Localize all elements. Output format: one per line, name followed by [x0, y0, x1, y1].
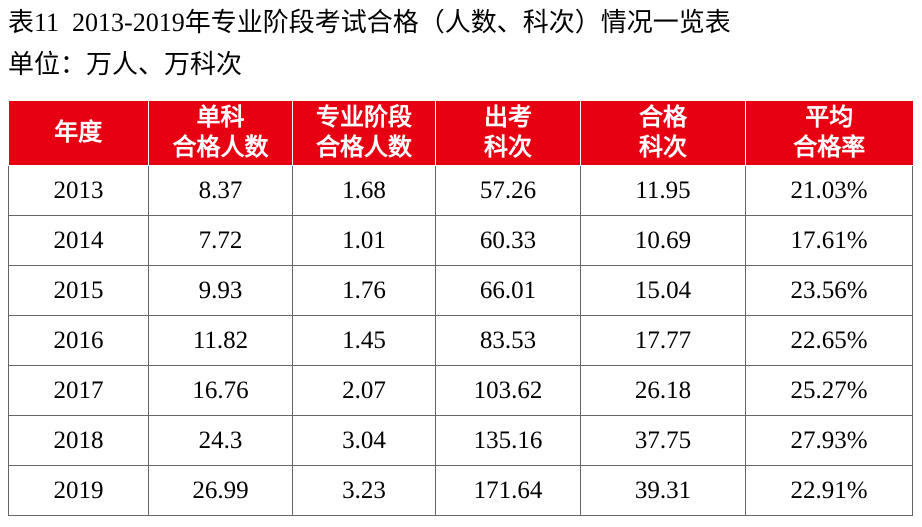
header-line: 专业阶段 [316, 105, 412, 131]
table-cell: 11.95 [580, 165, 746, 216]
table-cell: 24.3 [148, 415, 293, 466]
table-cell: 103.62 [435, 365, 581, 416]
table-cell: 66.01 [435, 265, 581, 316]
column-header: 专业阶段 合格人数 [292, 101, 436, 166]
table-row: 2014 7.72 1.01 60.33 10.69 17.61% [8, 215, 913, 266]
table-cell: 11.82 [148, 315, 293, 366]
header-line: 合格率 [793, 135, 866, 161]
table-cell: 2019 [8, 465, 149, 516]
table-cell: 26.99 [148, 465, 293, 516]
table-cell: 3.04 [292, 415, 436, 466]
unit: 单位：万人、万科次 [8, 50, 243, 79]
table-cell: 2014 [8, 215, 149, 266]
table-cell: 2017 [8, 365, 149, 416]
table-cell: 1.01 [292, 215, 436, 266]
table-body: 2013 8.37 1.68 57.26 11.95 21.03% 2014 7.72 1.01… [8, 165, 913, 516]
column-header: 单科 合格人数 [148, 101, 293, 166]
column-header: 平均 合格率 [745, 101, 913, 166]
table-cell: 22.91% [745, 465, 913, 516]
table-cell: 21.03% [745, 165, 913, 216]
table-cell: 2016 [8, 315, 149, 366]
table: 年度 单科 合格人数 专业阶段 合格人数 出考 科次 合格 科次 平均 合格率 2013 8.37 1.… [8, 101, 913, 516]
header-line: 合格 [639, 105, 687, 131]
table-cell: 83.53 [435, 315, 581, 366]
table-cell: 15.04 [580, 265, 746, 316]
table-cell: 1.68 [292, 165, 436, 216]
column-header: 年度 [8, 101, 149, 166]
table-cell: 57.26 [435, 165, 581, 216]
table-cell: 23.56% [745, 265, 913, 316]
header-line: 出考 [484, 105, 532, 131]
table-cell: 9.93 [148, 265, 293, 316]
header-line: 科次 [639, 135, 687, 161]
table-cell: 37.75 [580, 415, 746, 466]
table-cell: 27.93% [745, 415, 913, 466]
table-cell: 135.16 [435, 415, 581, 466]
header-line: 平均 [805, 105, 854, 131]
table-row: 2019 26.99 3.23 171.64 39.31 22.91% [8, 465, 913, 516]
table-cell: 17.77 [580, 315, 746, 366]
header-line: 年度 [54, 120, 103, 146]
table-row: 2017 16.76 2.07 103.62 26.18 25.27% [8, 365, 913, 416]
table-cell: 8.37 [148, 165, 293, 216]
table-cell: 26.18 [580, 365, 746, 416]
table-cell: 171.64 [435, 465, 581, 516]
table-cell: 10.69 [580, 215, 746, 266]
header-line: 合格人数 [316, 135, 412, 161]
table-cell: 16.76 [148, 365, 293, 416]
column-header: 出考 科次 [435, 101, 581, 166]
table-cell: 25.27% [745, 365, 913, 416]
table-cell: 2018 [8, 415, 149, 466]
table-row: 2015 9.93 1.76 66.01 15.04 23.56% [8, 265, 913, 316]
header-line: 单科 [196, 105, 245, 131]
header-row: 年度 单科 合格人数 专业阶段 合格人数 出考 科次 合格 科次 平均 合格率 [8, 101, 913, 166]
table-cell: 1.76 [292, 265, 436, 316]
header-line: 科次 [484, 135, 532, 161]
table-row: 2018 24.3 3.04 135.16 37.75 27.93% [8, 415, 913, 466]
title: 表11 2013-2019年专业阶段考试合格（人数、科次）情况一览表 [8, 8, 731, 37]
table-cell: 39.31 [580, 465, 746, 516]
table-cell: 1.45 [292, 315, 436, 366]
table-cell: 2.07 [292, 365, 436, 416]
column-header: 合格 科次 [580, 101, 746, 166]
table-row: 2013 8.37 1.68 57.26 11.95 21.03% [8, 165, 913, 216]
table-cell: 60.33 [435, 215, 581, 266]
table-row: 2016 11.82 1.45 83.53 17.77 22.65% [8, 315, 913, 366]
table-cell: 2015 [8, 265, 149, 316]
table-cell: 22.65% [745, 315, 913, 366]
header-line: 合格人数 [172, 135, 269, 161]
table-cell: 2013 [8, 165, 149, 216]
table-cell: 7.72 [148, 215, 293, 266]
table-cell: 3.23 [292, 465, 436, 516]
table-cell: 17.61% [745, 215, 913, 266]
